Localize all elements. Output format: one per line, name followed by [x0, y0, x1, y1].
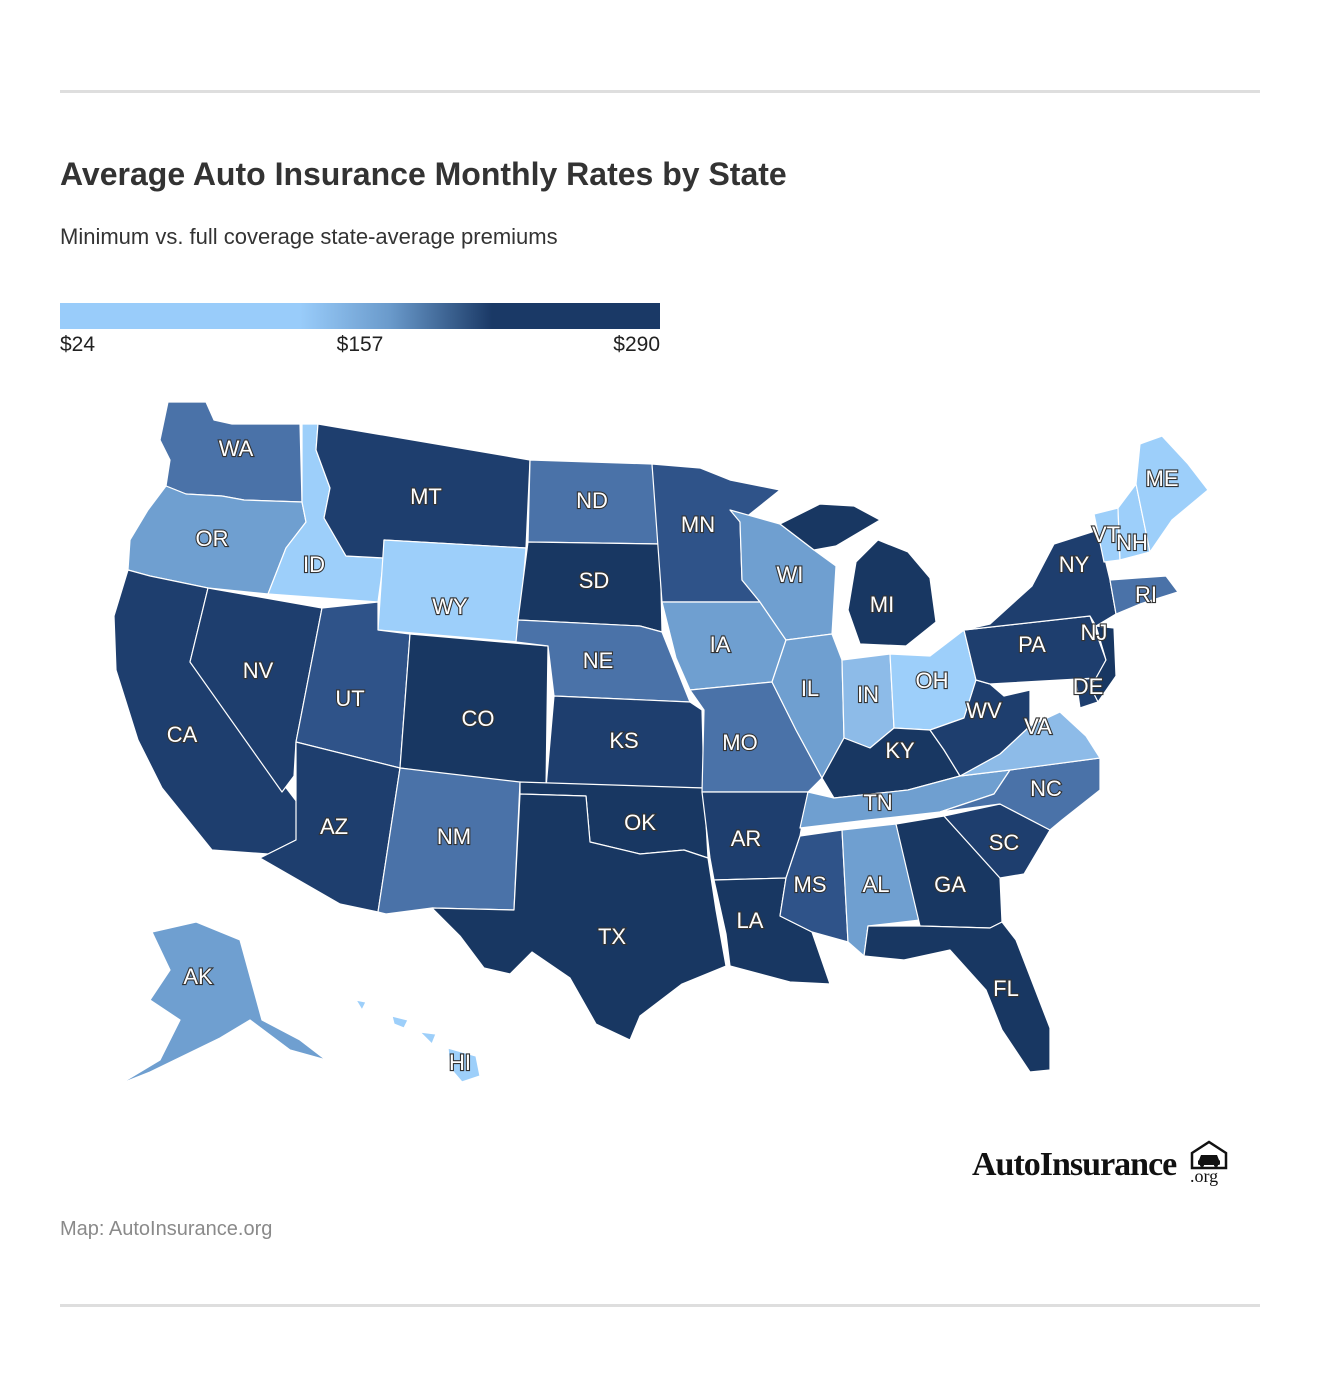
state-label-mo: MO — [722, 730, 757, 755]
state-nc[interactable] — [939, 757, 1101, 831]
state-ri[interactable] — [1109, 575, 1179, 615]
state-label-va: VA — [1024, 714, 1052, 739]
state-label-ut: UT — [335, 686, 364, 711]
state-label-fl: FL — [993, 976, 1019, 1001]
state-label-id: ID — [303, 552, 325, 577]
state-label-ny: NY — [1059, 552, 1090, 577]
state-label-ms: MS — [794, 872, 827, 897]
state-label-ak: AK — [183, 964, 213, 989]
state-label-de: DE — [1073, 674, 1104, 699]
state-label-ca: CA — [167, 722, 198, 747]
top-divider — [60, 90, 1260, 93]
state-label-ky: KY — [885, 738, 915, 763]
state-label-pa: PA — [1018, 632, 1046, 657]
state-label-ia: IA — [710, 632, 731, 657]
state-label-ga: GA — [934, 872, 966, 897]
state-label-ks: KS — [609, 728, 638, 753]
state-de[interactable] — [1075, 677, 1099, 709]
state-label-ri: RI — [1135, 582, 1157, 607]
state-label-nd: ND — [576, 488, 608, 513]
state-label-nv: NV — [243, 658, 274, 683]
state-sc[interactable] — [943, 803, 1051, 879]
state-label-vt: VT — [1092, 522, 1120, 547]
state-me[interactable] — [1135, 435, 1209, 553]
logo-name: AutoInsurance — [972, 1146, 1177, 1183]
state-label-wv: WV — [966, 698, 1002, 723]
legend-min-label: $24 — [60, 333, 96, 356]
state-mi[interactable] — [779, 503, 937, 647]
us-state-map: WA OR CA ID NV MT WY UT AZ CO NM ND SD NE KS OK TX MN IA MO… — [113, 401, 1209, 1085]
state-tx[interactable] — [431, 793, 727, 1041]
state-label-in: IN — [857, 682, 879, 707]
state-label-sd: SD — [579, 568, 610, 593]
state-label-ok: OK — [624, 810, 656, 835]
state-ak[interactable] — [119, 921, 327, 1085]
state-label-wi: WI — [777, 562, 804, 587]
legend-color-scale — [60, 303, 660, 329]
state-label-oh: OH — [916, 668, 949, 693]
logo-suffix: .org — [1190, 1166, 1219, 1186]
state-wy[interactable] — [377, 539, 527, 643]
state-label-tx: TX — [598, 924, 626, 949]
state-hi[interactable] — [355, 999, 481, 1083]
legend-max-label: $290 — [613, 333, 660, 356]
state-label-wa: WA — [219, 436, 254, 461]
map-title: Average Auto Insurance Monthly Rates by … — [60, 156, 787, 192]
state-mt[interactable] — [315, 423, 531, 559]
map-subtitle: Minimum vs. full coverage state-average … — [60, 224, 558, 249]
map-source-credit: Map: AutoInsurance.org — [60, 1218, 273, 1240]
state-label-wy: WY — [432, 594, 468, 619]
state-label-az: AZ — [320, 814, 348, 839]
state-label-la: LA — [737, 908, 764, 933]
state-label-nc: NC — [1030, 776, 1062, 801]
state-label-al: AL — [863, 872, 890, 897]
state-label-nm: NM — [437, 824, 471, 849]
state-label-nh: NH — [1116, 530, 1148, 555]
state-label-hi: HI — [449, 1050, 471, 1075]
state-fl[interactable] — [863, 921, 1051, 1073]
state-wv[interactable] — [929, 679, 1031, 777]
legend-mid-label: $157 — [336, 333, 384, 356]
state-label-ne: NE — [583, 648, 614, 673]
bottom-divider — [60, 1304, 1260, 1307]
state-label-or: OR — [196, 526, 229, 551]
state-label-mi: MI — [870, 592, 894, 617]
state-label-me: ME — [1146, 466, 1179, 491]
state-label-nj: NJ — [1081, 620, 1108, 645]
state-label-sc: SC — [989, 830, 1020, 855]
state-label-ar: AR — [731, 826, 762, 851]
state-label-mn: MN — [681, 512, 715, 537]
garage-car-icon — [1190, 1140, 1228, 1170]
state-label-mt: MT — [410, 484, 442, 509]
state-label-il: IL — [801, 676, 819, 701]
state-label-tn: TN — [863, 790, 892, 815]
state-label-co: CO — [462, 706, 495, 731]
autoinsurance-logo: AutoInsurance .org — [972, 1140, 1242, 1192]
